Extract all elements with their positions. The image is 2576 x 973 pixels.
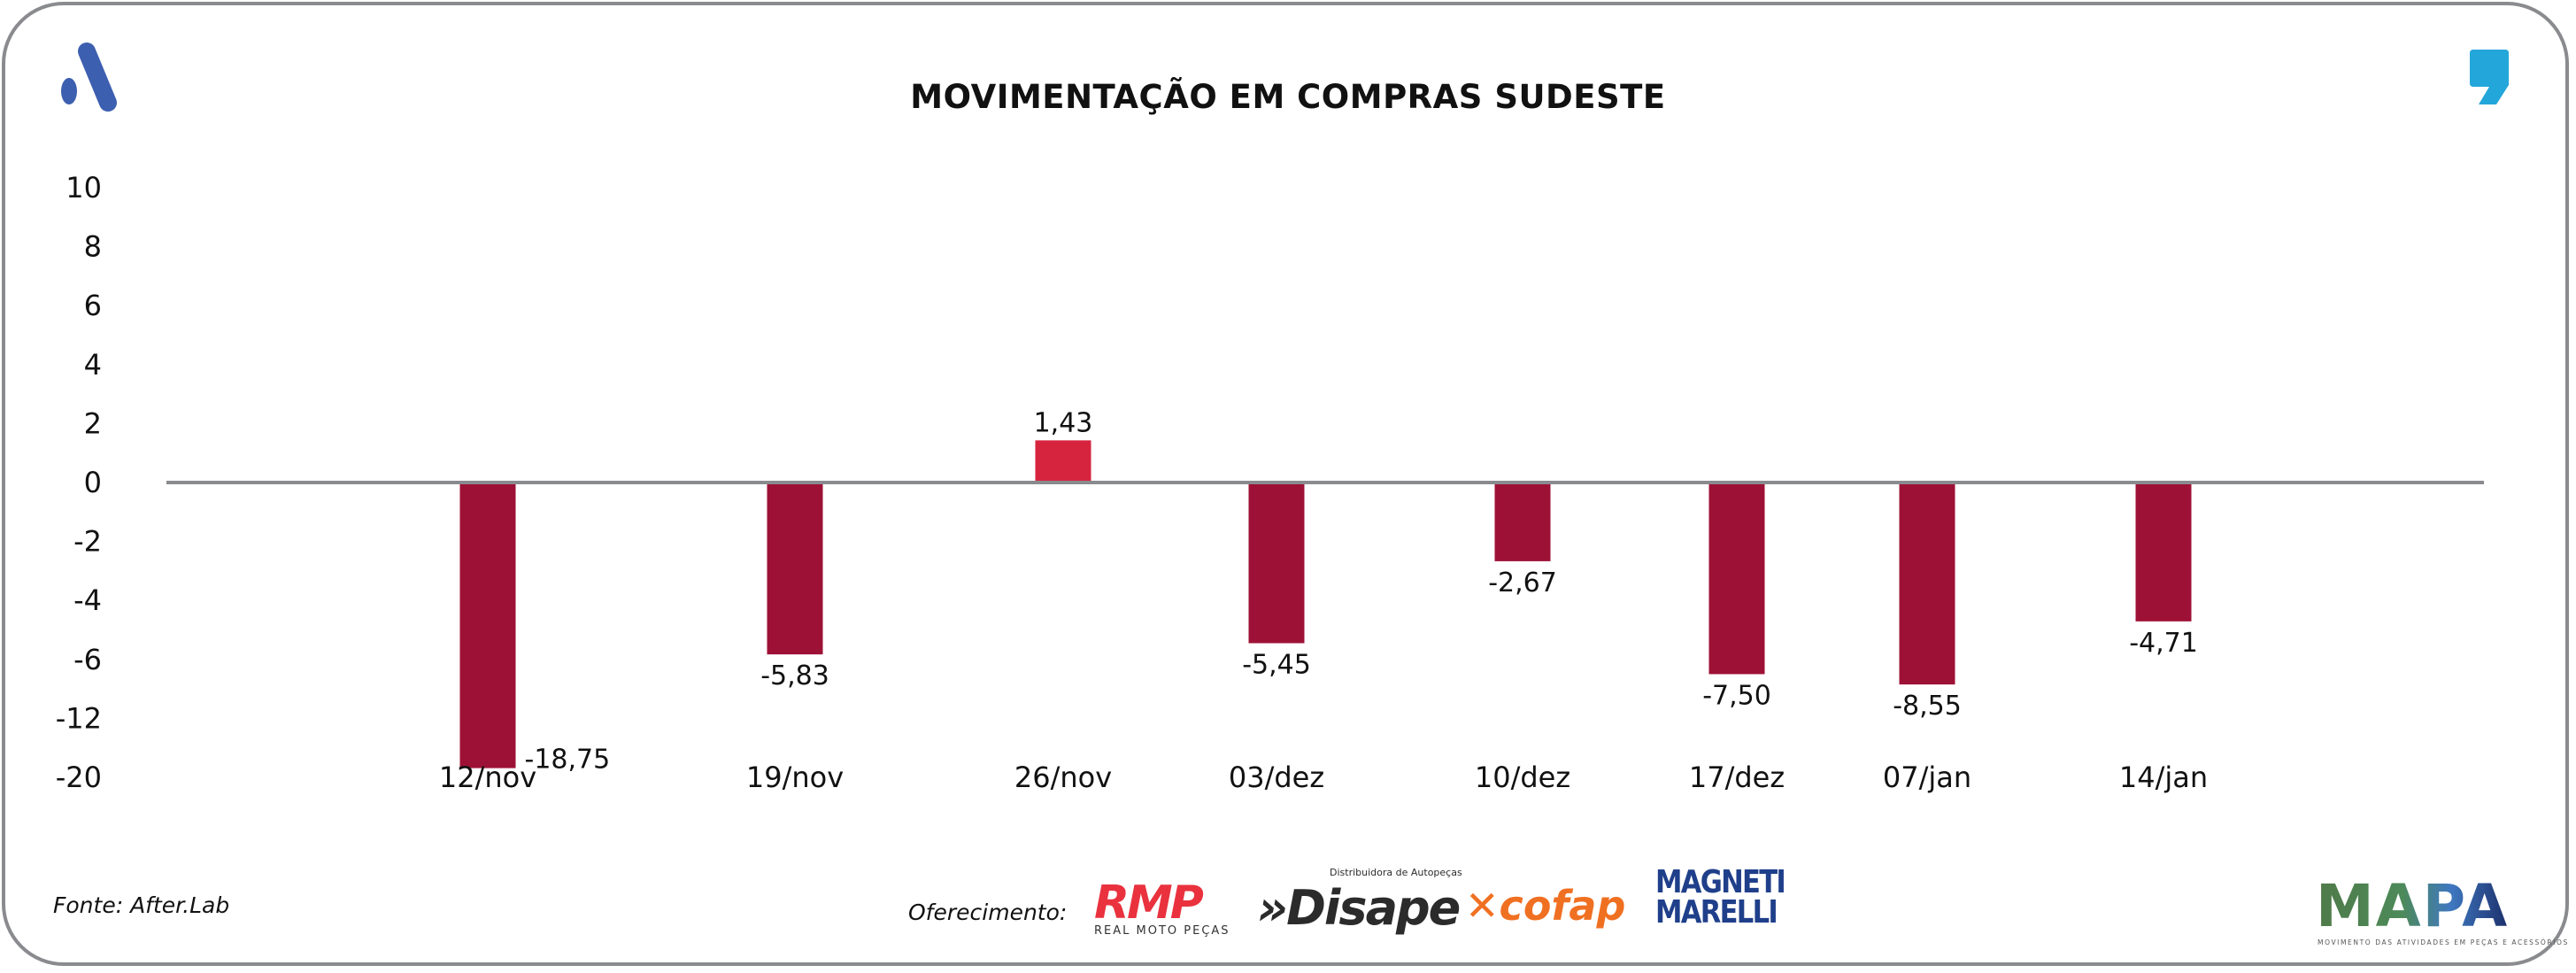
left-logo (61, 42, 117, 112)
y-tick-label: 8 (84, 230, 102, 264)
data-label: -7,50 (1702, 680, 1771, 711)
rmp-logo-text: RMP (1094, 876, 1204, 930)
x-tick-label: 12/nov (439, 761, 536, 794)
y-tick-label: 10 (66, 171, 102, 205)
magneti-marelli-logo: MAGNETI MARELLI (1655, 864, 1786, 931)
data-label: -5,45 (1242, 649, 1311, 680)
data-label: -2,67 (1488, 568, 1557, 598)
y-tick-label: 6 (84, 289, 102, 322)
cofap-logo-text: cofap (1499, 882, 1626, 930)
rmp-logo-sub: REAL MOTO PEÇAS (1094, 924, 1230, 938)
sponsor-label: Oferecimento: (908, 900, 1068, 925)
y-tick-label: 0 (84, 466, 102, 499)
bar (1035, 440, 1091, 483)
y-tick-label: -4 (73, 583, 102, 617)
bar (2135, 483, 2192, 622)
y-tick-label: 4 (84, 348, 102, 382)
y-tick-label: -20 (56, 761, 102, 794)
bar (1899, 483, 1955, 685)
y-tick-label: -12 (56, 701, 102, 735)
bar (1494, 483, 1551, 561)
bar (767, 483, 823, 655)
x-tick-label: 26/nov (1014, 761, 1112, 794)
mapa-logo: MAPA (2316, 872, 2510, 940)
data-label: 1,43 (1034, 407, 1093, 438)
cofap-mark-icon: ✕ (1465, 882, 1500, 930)
x-tick-label: 07/jan (1883, 761, 1971, 794)
x-tick-label: 14/jan (2119, 761, 2208, 794)
data-label: -5,83 (760, 660, 829, 691)
x-tick-label: 10/dez (1475, 761, 1570, 794)
data-label: -4,71 (2129, 628, 2198, 659)
x-tick-label: 17/dez (1689, 761, 1785, 794)
bar (1248, 483, 1305, 644)
disape-logo-text: »Disape (1257, 880, 1461, 936)
data-label: -18,75 (525, 745, 611, 776)
y-tick-label: -2 (73, 525, 102, 559)
cofap-logo: ✕cofap (1465, 882, 1625, 930)
x-tick-label: 03/dez (1229, 761, 1324, 794)
disape-logo: »Disape Distribuidora de Autopeças (1257, 868, 1462, 936)
rmp-logo: RMP REAL MOTO PEÇAS (1094, 876, 1230, 938)
data-label: -8,55 (1893, 691, 1962, 722)
y-tick-label: 2 (84, 406, 102, 440)
source-note: Fonte: After.Lab (53, 892, 230, 918)
bar (1708, 483, 1765, 675)
disape-logo-sub: Distribuidora de Autopeças (1330, 867, 1462, 878)
x-tick-label: 19/nov (746, 761, 844, 794)
comma-logo (2470, 50, 2509, 104)
bar (459, 483, 516, 768)
y-tick-label: -6 (73, 643, 102, 676)
mapa-logo-subtitle: MOVIMENTO DAS ATIVIDADES EM PEÇAS E ACES… (2318, 938, 2569, 946)
chart-title: MOVIMENTAÇÃO EM COMPRAS SUDESTE (910, 78, 1666, 116)
